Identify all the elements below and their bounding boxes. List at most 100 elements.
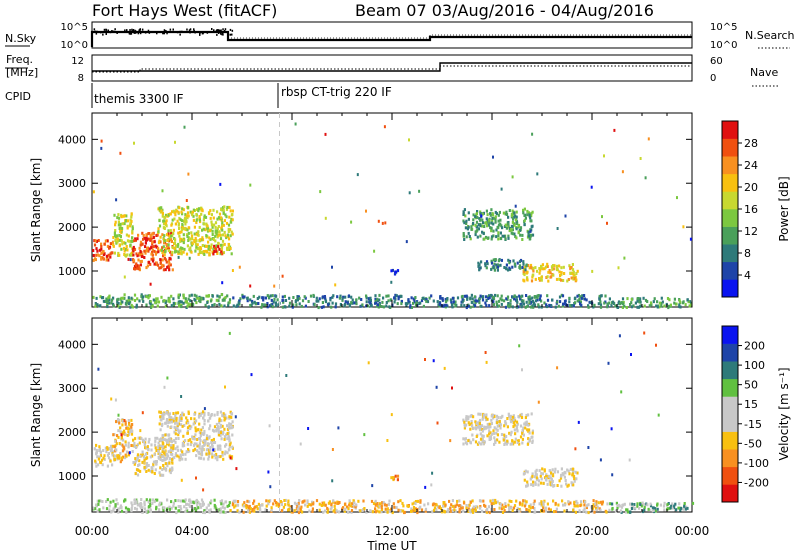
colorbar-band [722,279,738,298]
data-cell [331,295,334,299]
data-cell [207,412,210,415]
data-cell [174,417,177,421]
data-cell [95,443,98,447]
data-cell [224,213,227,217]
data-cell [134,457,137,461]
scatter-cell [630,353,632,356]
data-cell [523,218,526,222]
data-cell [461,506,464,510]
data-cell [169,439,172,443]
data-cell [221,413,224,417]
data-cell [205,506,208,510]
data-cell [444,305,447,309]
nsky-noise-mark [109,31,112,34]
data-cell [616,504,619,507]
data-cell [175,420,178,424]
data-cell [492,295,495,299]
data-cell [215,507,218,511]
data-cell [144,251,147,255]
data-cell [350,509,354,512]
freq-trace [92,62,692,73]
data-cell [181,246,184,250]
data-cell [493,426,496,430]
data-cell [193,239,196,242]
nsky-noise-mark [111,30,113,32]
data-cell [496,421,499,425]
data-cell [488,422,491,426]
data-cell [535,473,538,477]
data-cell [229,509,232,512]
data-cell [326,510,329,514]
data-cell [226,451,229,455]
data-cell [206,250,209,254]
data-cell [324,509,327,513]
data-cell [451,296,454,300]
data-cell [203,443,206,447]
data-cell [571,473,574,477]
data-cell [674,502,677,506]
scatter-cell [424,358,426,361]
data-cell [618,504,621,508]
data-cell [551,468,554,472]
data-cell [165,219,168,223]
data-cell [392,502,395,506]
scatter-cell [518,344,521,348]
data-cell [181,239,184,243]
data-cell [173,241,177,245]
data-cell [483,413,486,417]
data-cell [552,273,555,277]
data-cell [567,502,570,506]
data-cell [227,242,230,246]
data-cell [522,302,525,306]
data-cell [249,507,252,511]
data-cell [94,507,97,511]
data-cell [502,211,505,215]
data-cell [274,304,277,308]
data-cell [242,510,245,514]
data-cell [322,305,325,309]
data-cell [120,215,123,218]
data-cell [507,225,510,229]
data-cell [228,205,231,209]
data-cell [178,419,181,423]
data-cell [293,501,297,505]
data-cell [202,457,205,461]
colorbar-band [722,261,738,280]
data-cell [174,499,177,503]
data-cell [116,234,119,238]
data-cell [533,506,536,510]
data-cell [487,223,490,227]
data-cell [222,206,225,210]
data-cell [504,502,507,506]
data-cell [254,505,257,509]
scatter-cell [188,256,191,260]
data-cell [130,429,133,433]
data-cell [455,503,458,507]
data-cell [576,269,579,273]
data-cell [474,215,477,219]
data-cell [148,505,151,509]
data-cell [189,246,192,250]
data-cell [197,501,200,505]
data-cell [207,247,210,251]
data-cell [301,500,304,504]
data-cell [234,499,237,503]
data-cell [193,437,196,441]
data-cell [284,299,288,302]
data-cell [684,303,687,307]
nsky-noise-mark [221,33,223,36]
data-cell [184,222,187,226]
data-cell [291,305,294,309]
data-cell [488,432,491,436]
data-cell [123,293,126,297]
data-cell [187,448,190,451]
data-cell [349,504,352,508]
nsky-noise-mark [222,32,224,34]
data-cell [397,295,400,299]
data-cell [177,433,180,437]
data-cell [195,218,198,222]
data-cell [207,294,210,298]
data-cell [289,505,292,509]
data-cell [122,438,125,442]
data-cell [132,253,135,257]
